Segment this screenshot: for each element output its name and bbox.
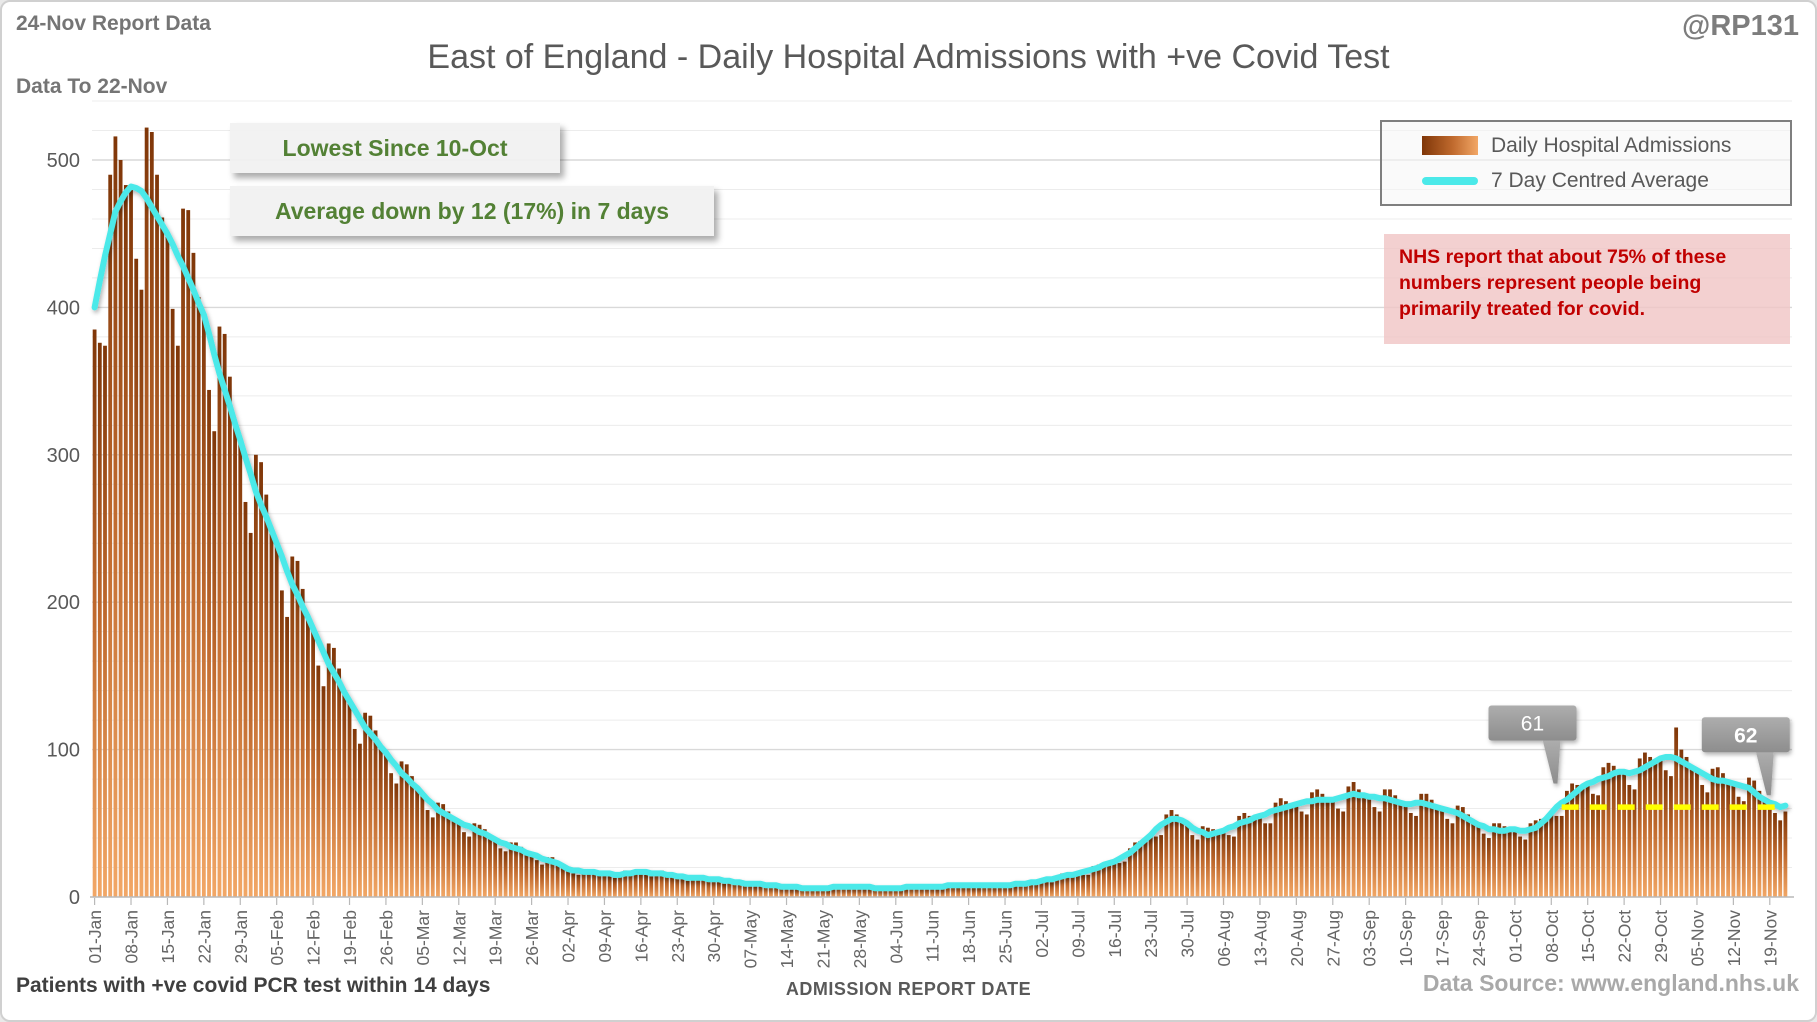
x-tick-label: 09-Apr	[595, 910, 615, 963]
line-swatch-icon	[1422, 176, 1478, 185]
footnote-pcr: Patients with +ve covid PCR test within …	[16, 974, 491, 997]
y-tick-label: 0	[69, 887, 80, 909]
y-tick-label: 100	[47, 740, 80, 762]
x-tick-label: 15-Oct	[1578, 910, 1598, 963]
nhs-note: NHS report that about 75% of these numbe…	[1384, 234, 1790, 344]
x-tick-label: 29-Oct	[1651, 910, 1671, 963]
x-tick-label: 23-Apr	[668, 910, 688, 963]
x-tick-label: 02-Jul	[1032, 910, 1052, 958]
x-tick-label: 29-Jan	[231, 910, 251, 964]
x-tick-label: 18-Jun	[959, 910, 979, 964]
x-tick-label: 08-Jan	[122, 910, 142, 964]
callout-label: 62	[1734, 724, 1757, 747]
x-tick-label: 14-May	[777, 910, 797, 969]
x-tick-label: 30-Apr	[704, 910, 724, 963]
x-tick-label: 25-Jun	[996, 910, 1016, 964]
x-tick-label: 26-Mar	[522, 910, 542, 966]
callout-62: 62	[1701, 717, 1790, 796]
x-tick-label: 16-Apr	[631, 910, 651, 963]
callout-61: 61	[1488, 705, 1577, 784]
report-line-1: 24-Nov Report Data	[16, 12, 211, 35]
annotation-lowest-text: Lowest Since 10-Oct	[282, 134, 508, 161]
x-tick-label: 05-Mar	[413, 910, 433, 966]
x-tick-label: 19-Mar	[486, 910, 506, 966]
x-tick-label: 10-Sep	[1396, 910, 1416, 966]
legend: Daily Hospital Admissions 7 Day Centred …	[1380, 120, 1792, 206]
x-tick-label: 12-Feb	[304, 910, 324, 965]
x-tick-label: 01-Jan	[85, 910, 105, 964]
x-axis-title: ADMISSION REPORT DATE	[785, 979, 1032, 999]
annotation-average-change: Average down by 12 (17%) in 7 days	[230, 186, 714, 236]
x-tick-label: 07-May	[741, 910, 761, 969]
bars-swatch-icon	[1422, 136, 1478, 155]
x-tick-label: 30-Jul	[1178, 910, 1198, 958]
x-tick-label: 19-Nov	[1760, 910, 1780, 967]
average-line	[91, 183, 1789, 892]
x-tick-label: 17-Sep	[1433, 910, 1453, 966]
x-tick-label: 22-Oct	[1615, 910, 1635, 963]
x-tick-label: 27-Aug	[1323, 910, 1343, 966]
x-tick-label: 11-Jun	[923, 910, 943, 962]
x-tick-label: 20-Aug	[1287, 910, 1307, 966]
legend-label-line: 7 Day Centred Average	[1491, 168, 1709, 192]
x-tick-label: 05-Feb	[267, 910, 287, 965]
x-tick-label: 22-Jan	[194, 910, 214, 964]
report-info: 24-Nov Report Data Data To 22-Nov	[16, 8, 211, 103]
x-tick-label: 16-Jul	[1105, 910, 1125, 958]
legend-row-bars: Daily Hospital Admissions	[1422, 134, 1790, 158]
author-handle: @RP131	[1682, 10, 1799, 42]
x-tick-label: 02-Apr	[559, 910, 579, 963]
x-tick-label: 12-Mar	[449, 910, 469, 966]
report-line-2: Data To 22-Nov	[16, 75, 168, 98]
x-axis: 01-Jan 08-Jan 15-Jan 22-Jan 29-Jan 05-Feb 12-F…	[85, 896, 1794, 969]
x-tick-label: 08-Oct	[1542, 910, 1562, 963]
x-tick-label: 03-Sep	[1360, 910, 1380, 966]
x-tick-label: 05-Nov	[1687, 910, 1707, 967]
y-tick-label: 500	[47, 150, 80, 172]
annotation-lowest-since: Lowest Since 10-Oct	[230, 123, 560, 173]
annotation-average-text: Average down by 12 (17%) in 7 days	[274, 197, 670, 224]
y-tick-label: 400	[47, 297, 80, 319]
x-tick-label: 21-May	[813, 910, 833, 969]
y-tick-label: 200	[47, 592, 80, 614]
x-tick-label: 19-Feb	[340, 910, 360, 965]
legend-row-line: 7 Day Centred Average	[1422, 169, 1790, 193]
x-tick-label: 28-May	[850, 910, 870, 969]
chart-title: East of England - Daily Hospital Admissi…	[427, 38, 1390, 76]
x-tick-label: 06-Aug	[1214, 910, 1234, 966]
x-tick-label: 23-Jul	[1141, 910, 1161, 958]
x-tick-label: 26-Feb	[376, 910, 396, 965]
x-tick-label: 12-Nov	[1724, 910, 1744, 967]
x-tick-label: 13-Aug	[1250, 910, 1270, 966]
y-tick-label: 300	[47, 445, 80, 467]
legend-label-bars: Daily Hospital Admissions	[1491, 133, 1732, 157]
x-tick-label: 09-Jul	[1068, 910, 1088, 958]
x-tick-label: 04-Jun	[886, 910, 906, 964]
callout-label: 61	[1521, 713, 1544, 736]
y-axis: 0 100 200 300 400 500	[47, 150, 80, 909]
x-tick-label: 24-Sep	[1469, 910, 1489, 966]
data-source: Data Source: www.england.nhs.uk	[1422, 970, 1799, 996]
bars-series	[92, 127, 1788, 898]
x-tick-label: 01-Oct	[1505, 910, 1525, 963]
x-tick-label: 15-Jan	[158, 910, 178, 964]
